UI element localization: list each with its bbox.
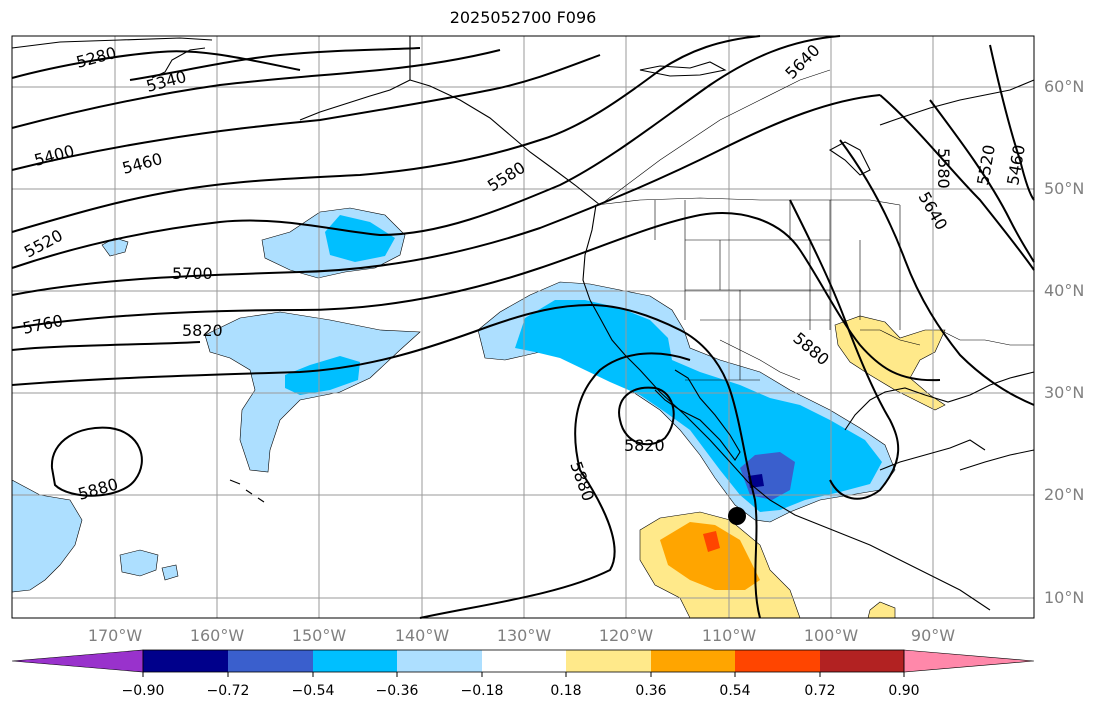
- contour-label: 5520: [21, 226, 66, 262]
- lon-label-160w: 160°W: [189, 626, 245, 645]
- colorbar-tick-label: 0.36: [635, 683, 667, 699]
- anomaly-region-hawaii-west: [11, 479, 83, 593]
- graticule: [12, 36, 1034, 618]
- colorbar-tick-label: −0.90: [121, 683, 165, 699]
- lat-label-50n: 50°N: [1044, 179, 1085, 198]
- colorbar-tick-label: 0.54: [719, 683, 751, 699]
- anomaly-strong-mexico: [740, 452, 795, 500]
- contour-label: 5580: [484, 158, 529, 196]
- colorbar-segment: [228, 650, 313, 672]
- anomaly-core-west-pacific: [285, 356, 360, 395]
- contour-label: 5400: [32, 141, 76, 170]
- lat-label-40n: 40°N: [1044, 281, 1085, 300]
- contour-label: 5880: [76, 474, 120, 503]
- storm-center-dot: [728, 507, 746, 525]
- positive-anomaly-core: [660, 522, 760, 590]
- contour-label: 5280: [74, 43, 118, 72]
- colorbar: [11, 649, 1035, 677]
- contour-label: 5640: [915, 189, 952, 234]
- contour-label: 5580: [934, 148, 953, 189]
- contour-label: 5520: [973, 143, 999, 186]
- colorbar-extend-high: [903, 649, 1035, 673]
- coastlines: [11, 36, 1035, 611]
- colorbar-tick-label: 0.72: [804, 683, 836, 699]
- colorbar-segment: [143, 650, 228, 672]
- colorbar-tick-label: 0.18: [550, 683, 582, 699]
- lon-label-120w: 120°W: [598, 626, 654, 645]
- anomaly-region-small-2: [119, 549, 159, 577]
- colorbar-segment: [820, 650, 904, 672]
- lon-label-90w: 90°W: [910, 626, 956, 645]
- contour-label: 5460: [120, 149, 164, 178]
- contour-label: 5880: [566, 459, 598, 504]
- lon-label-140w: 140°W: [394, 626, 450, 645]
- colorbar-tick-label: −0.18: [460, 683, 504, 699]
- lat-label-20n: 20°N: [1044, 485, 1085, 504]
- lat-label-30n: 30°N: [1044, 383, 1085, 402]
- political-borders: [595, 69, 1034, 381]
- map-title: 2025052700 F096: [449, 8, 597, 27]
- anomaly-core-north-pacific: [325, 215, 395, 262]
- colorbar-tick-label: −0.54: [291, 683, 335, 699]
- colorbar-segment: [397, 650, 482, 672]
- contour-label: 5880: [789, 329, 832, 370]
- contour-label: 5760: [21, 311, 65, 338]
- anomaly-core-baja: [515, 300, 882, 512]
- colorbar-segment: [313, 650, 397, 672]
- colorbar-outline: [142, 649, 905, 673]
- contour-label: 5820: [624, 436, 665, 455]
- colorbar-extend-low: [11, 649, 144, 673]
- lon-label-170w: 170°W: [87, 626, 143, 645]
- lon-label-110w: 110°W: [701, 626, 757, 645]
- contour-label: 5820: [182, 321, 223, 340]
- map-frame: [11, 35, 1035, 619]
- anomaly-region-small-3: [161, 564, 179, 581]
- colorbar-tick-label: −0.36: [375, 683, 419, 699]
- colorbar-tick-label: −0.72: [206, 683, 250, 699]
- positive-anomaly-small: [867, 601, 896, 619]
- geopotential-contours: [11, 35, 1035, 619]
- colorbar-tick-label: 0.90: [888, 683, 920, 699]
- shaded-anomaly-field: [11, 207, 946, 619]
- lon-label-150w: 150°W: [291, 626, 347, 645]
- colorbar-segment: [566, 650, 651, 672]
- positive-anomaly-max: [703, 531, 720, 552]
- colorbar-segment: [651, 650, 735, 672]
- lat-label-60n: 60°N: [1044, 77, 1085, 96]
- lon-label-130w: 130°W: [496, 626, 552, 645]
- lat-label-10n: 10°N: [1044, 588, 1085, 607]
- contour-label: 5700: [172, 264, 213, 283]
- colorbar-segment: [735, 650, 820, 672]
- colorbar-segment: [482, 650, 566, 672]
- lon-label-100w: 100°W: [803, 626, 859, 645]
